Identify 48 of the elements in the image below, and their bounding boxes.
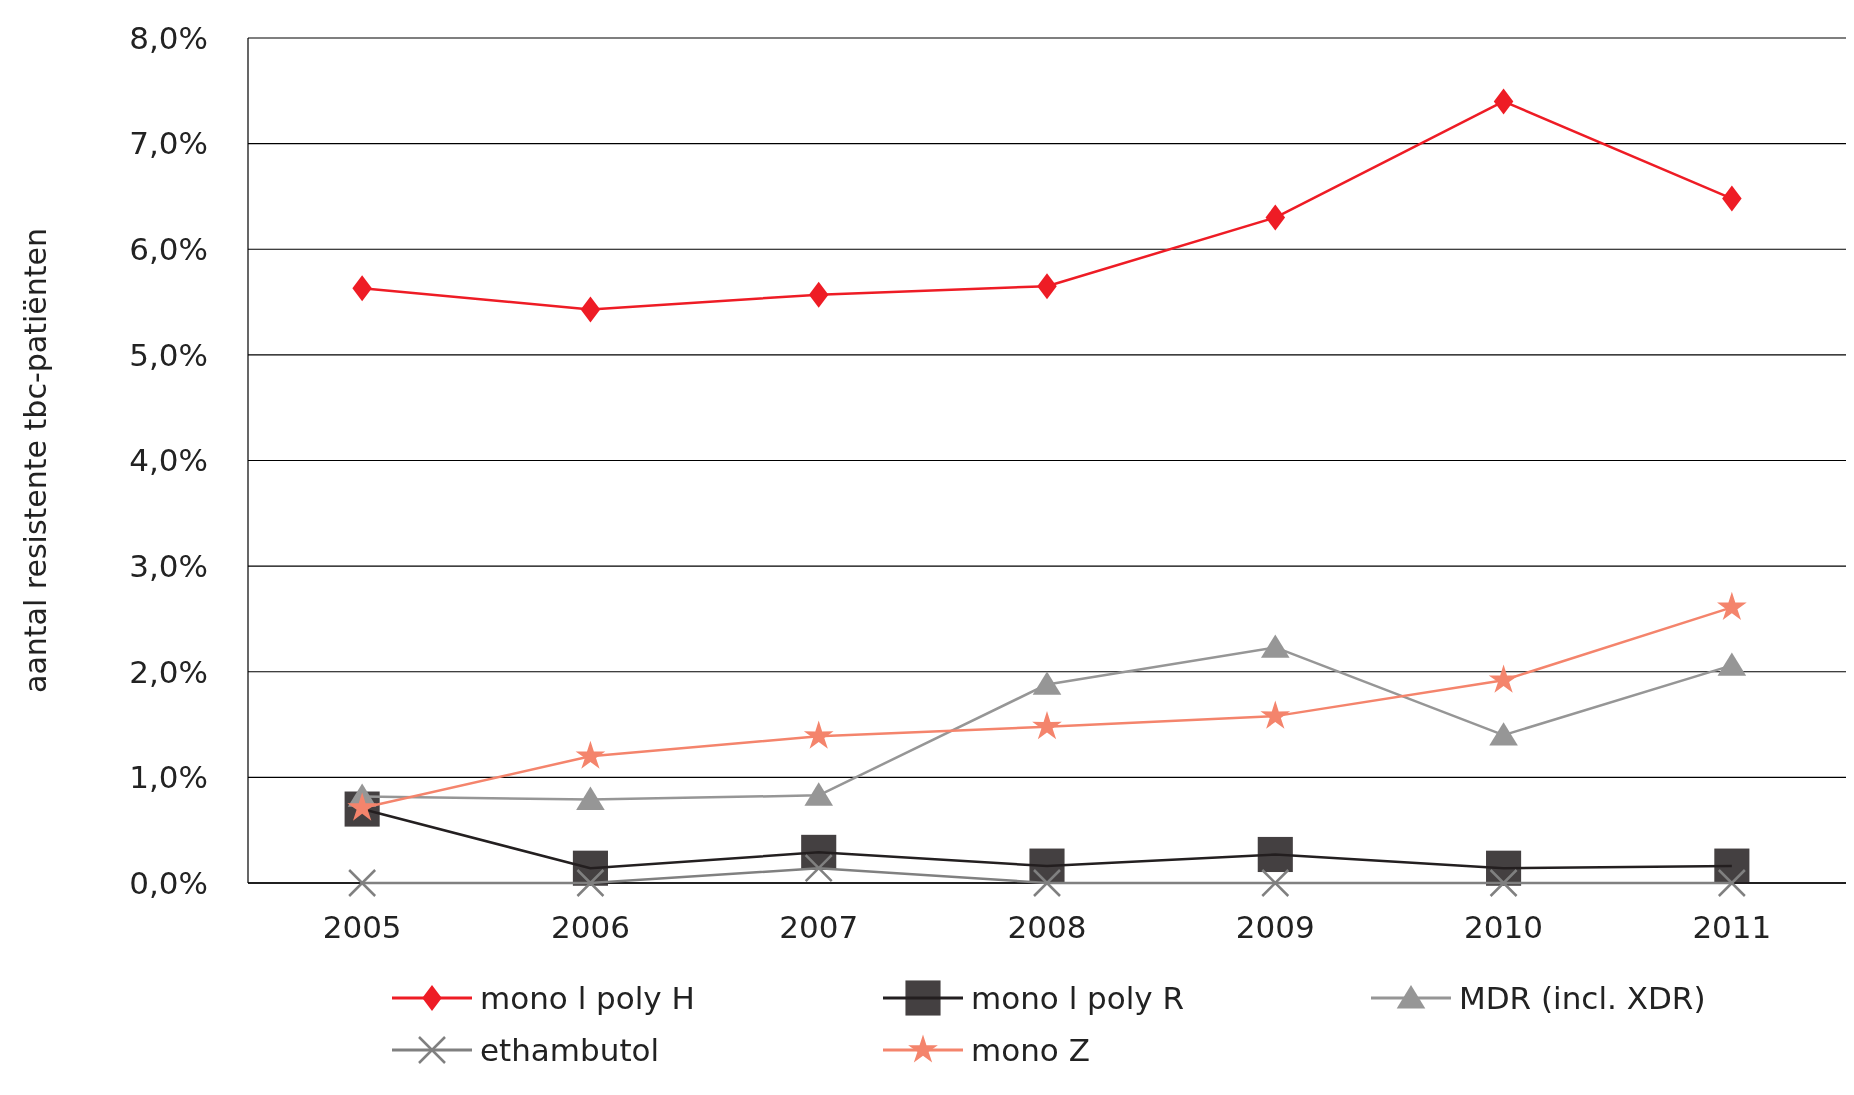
y-tick-label: 5,0% <box>129 336 208 373</box>
point <box>575 740 606 769</box>
x-tick-label: 2006 <box>550 909 630 945</box>
point <box>808 281 829 308</box>
y-tick-label: 0,0% <box>129 864 208 901</box>
point <box>576 786 605 810</box>
legend-label: ethambutol <box>480 1031 660 1068</box>
legend-label: MDR (incl. XDR) <box>1459 979 1706 1016</box>
y-axis-title: aantal resistente tbc-patiënten <box>18 228 53 693</box>
point <box>580 296 601 323</box>
point <box>804 782 834 806</box>
x-tick-label: 2008 <box>1007 909 1087 945</box>
y-tick-label: 8,0% <box>129 19 208 56</box>
point <box>1717 868 1747 898</box>
legend-label: mono l poly H <box>480 979 695 1016</box>
legend-label: mono l poly R <box>971 979 1185 1016</box>
x-tick-label: 2011 <box>1692 909 1772 945</box>
point <box>1260 700 1291 729</box>
point <box>352 275 372 302</box>
y-tick-label: 1,0% <box>129 759 208 796</box>
point <box>1265 204 1286 231</box>
x-tick-label: 2009 <box>1235 909 1315 945</box>
y-tick-label: 2,0% <box>129 653 208 690</box>
point <box>1032 671 1062 695</box>
point <box>1032 868 1062 898</box>
y-tick-label: 7,0% <box>129 125 208 162</box>
point <box>1717 652 1747 676</box>
y-tick-label: 3,0% <box>129 547 208 584</box>
x-tick-label: 2005 <box>322 909 402 945</box>
point <box>1714 848 1750 884</box>
point <box>803 720 834 749</box>
y-tick-label: 6,0% <box>129 231 208 268</box>
point <box>1032 711 1062 740</box>
point <box>1257 836 1293 873</box>
point <box>347 868 377 898</box>
point <box>1493 88 1514 115</box>
x-tick-label: 2010 <box>1464 909 1544 945</box>
point <box>1261 868 1290 898</box>
point <box>1717 591 1747 620</box>
point <box>1489 722 1518 746</box>
y-tick-label: 4,0% <box>129 442 208 479</box>
x-tick-label: 2007 <box>779 909 859 945</box>
point <box>1260 634 1290 658</box>
point <box>1488 664 1519 693</box>
point <box>1037 273 1057 300</box>
legend-label: mono Z <box>971 1031 1090 1068</box>
point <box>804 853 833 883</box>
point <box>1722 185 1742 212</box>
